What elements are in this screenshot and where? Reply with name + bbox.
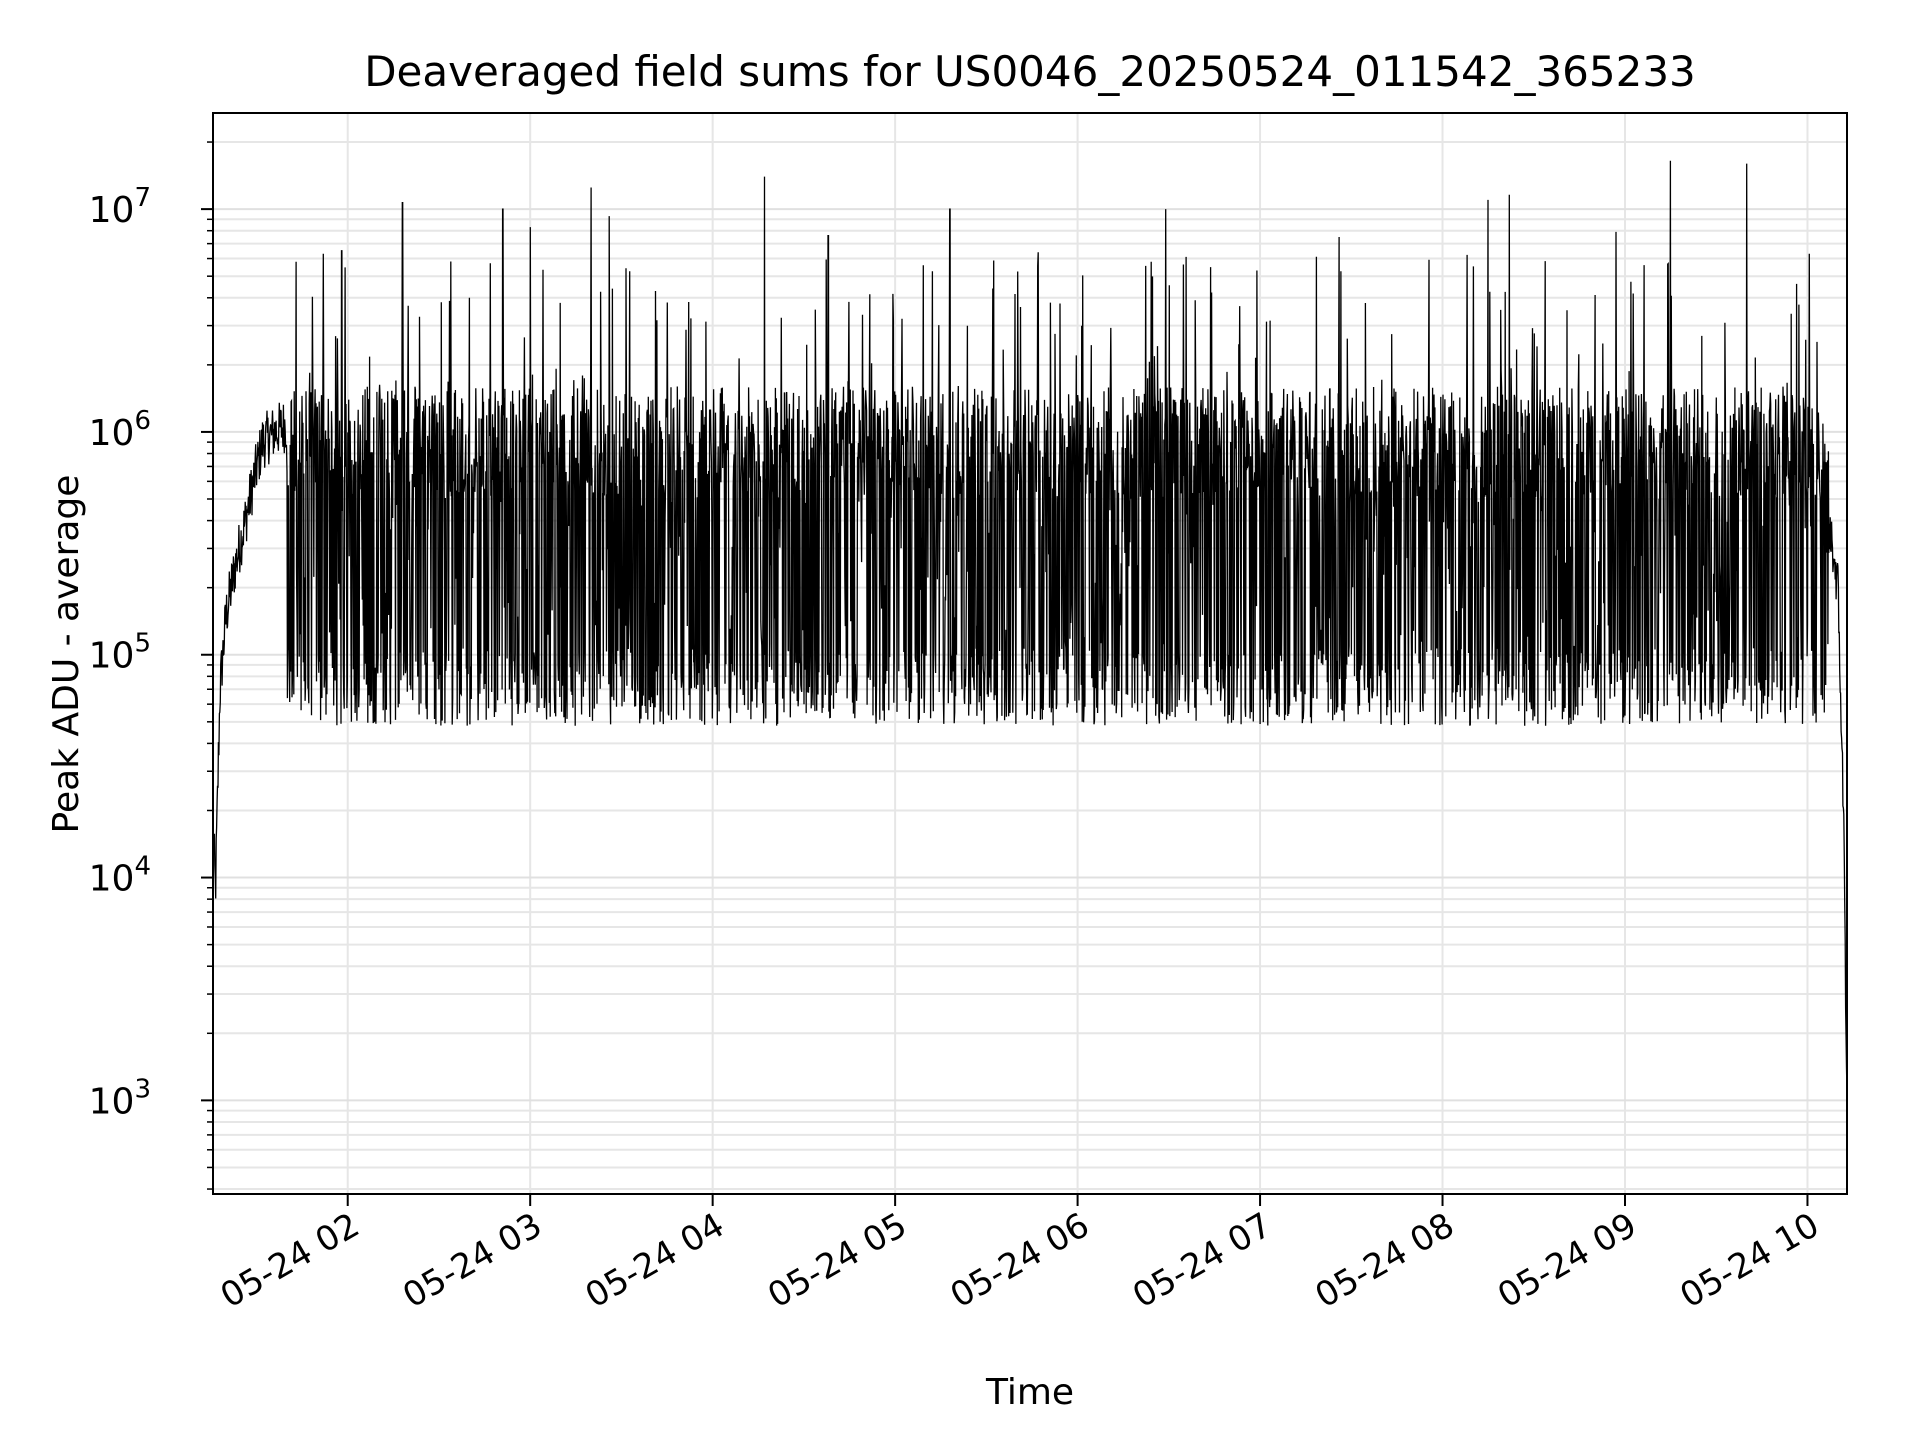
y-axis-label: Peak ADU - average	[46, 475, 87, 834]
plot-lines	[212, 160, 1848, 1094]
chart-title: Deaveraged field sums for US0046_2025052…	[364, 47, 1696, 96]
y-tick-exponent: 7	[134, 183, 151, 213]
series-line	[212, 160, 1848, 1094]
y-tick-label: 105	[89, 629, 151, 677]
y-tick-exponent: 4	[134, 852, 151, 882]
plot-frame	[212, 112, 1848, 1195]
y-tick-exponent: 6	[134, 406, 151, 436]
y-tick-base: 10	[89, 859, 135, 900]
x-axis-label: Time	[985, 1372, 1074, 1413]
y-tick-base: 10	[89, 190, 135, 231]
y-tick-label: 107	[89, 183, 151, 231]
y-tick-base: 10	[89, 636, 135, 677]
y-tick-exponent: 3	[134, 1074, 151, 1104]
y-tick-exponent: 5	[134, 629, 151, 659]
y-tick-base: 10	[89, 1081, 135, 1122]
y-tick-label: 103	[89, 1074, 151, 1122]
y-tick-base: 10	[89, 413, 135, 454]
y-tick-label: 106	[89, 406, 151, 454]
y-tick-label: 104	[89, 852, 151, 900]
